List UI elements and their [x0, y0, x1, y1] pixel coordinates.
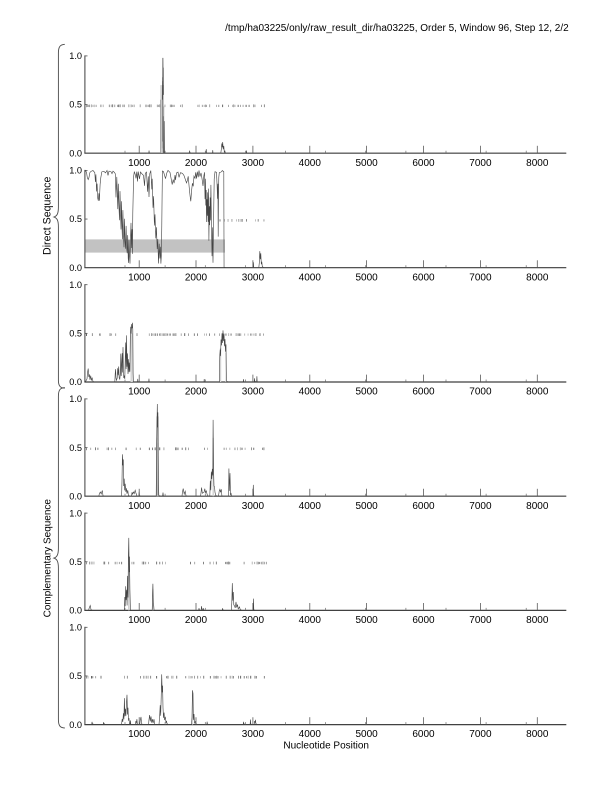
svg-text:1.0: 1.0 — [69, 166, 82, 176]
svg-text:7000: 7000 — [469, 615, 492, 626]
svg-text:4000: 4000 — [299, 729, 322, 740]
svg-text:5000: 5000 — [355, 501, 378, 512]
svg-text:6000: 6000 — [412, 501, 435, 512]
svg-text:1000: 1000 — [128, 158, 151, 169]
svg-text:Complementary Sequence: Complementary Sequence — [43, 499, 54, 618]
svg-text:0.5: 0.5 — [69, 100, 82, 110]
svg-text:7000: 7000 — [469, 272, 492, 283]
svg-text:8000: 8000 — [526, 501, 549, 512]
svg-text:4000: 4000 — [299, 158, 322, 169]
svg-text:0.5: 0.5 — [69, 329, 82, 339]
svg-text:8000: 8000 — [526, 729, 549, 740]
svg-text:0.0: 0.0 — [69, 491, 82, 501]
svg-text:2000: 2000 — [185, 158, 208, 169]
svg-text:1000: 1000 — [128, 615, 151, 626]
svg-text:5000: 5000 — [355, 272, 378, 283]
svg-text:3000: 3000 — [242, 729, 265, 740]
svg-text:1.0: 1.0 — [69, 623, 82, 633]
svg-text:8000: 8000 — [526, 158, 549, 169]
svg-text:1.0: 1.0 — [69, 51, 82, 61]
svg-text:Nucleotide Position: Nucleotide Position — [283, 741, 369, 752]
svg-text:3000: 3000 — [242, 272, 265, 283]
svg-text:0.0: 0.0 — [69, 263, 82, 273]
svg-text:6000: 6000 — [412, 272, 435, 283]
svg-text:4000: 4000 — [299, 615, 322, 626]
svg-text:1000: 1000 — [128, 387, 151, 398]
svg-text:4000: 4000 — [299, 272, 322, 283]
svg-text:7000: 7000 — [469, 158, 492, 169]
svg-text:8000: 8000 — [526, 272, 549, 283]
svg-text:1.0: 1.0 — [69, 280, 82, 290]
svg-text:5000: 5000 — [355, 158, 378, 169]
svg-text:4000: 4000 — [299, 501, 322, 512]
svg-text:3000: 3000 — [242, 158, 265, 169]
svg-text:Direct Sequence: Direct Sequence — [42, 177, 54, 255]
svg-text:0.5: 0.5 — [69, 214, 82, 224]
svg-text:3000: 3000 — [242, 501, 265, 512]
svg-text:0.5: 0.5 — [69, 443, 82, 453]
svg-text:6000: 6000 — [412, 158, 435, 169]
svg-text:0.0: 0.0 — [69, 720, 82, 730]
svg-text:1000: 1000 — [128, 729, 151, 740]
svg-text:2000: 2000 — [185, 387, 208, 398]
svg-text:6000: 6000 — [412, 729, 435, 740]
svg-text:2000: 2000 — [185, 501, 208, 512]
svg-text:6000: 6000 — [412, 615, 435, 626]
svg-text:0.5: 0.5 — [69, 671, 82, 681]
svg-text:7000: 7000 — [469, 501, 492, 512]
svg-text:3000: 3000 — [242, 387, 265, 398]
svg-text:/tmp/ha03225/only/raw_result_d: /tmp/ha03225/only/raw_result_dir/ha03225… — [225, 23, 569, 34]
svg-text:0.5: 0.5 — [69, 557, 82, 567]
svg-text:1.0: 1.0 — [69, 508, 82, 518]
svg-text:7000: 7000 — [469, 729, 492, 740]
svg-text:6000: 6000 — [412, 387, 435, 398]
svg-text:1.0: 1.0 — [69, 394, 82, 404]
svg-text:1000: 1000 — [128, 501, 151, 512]
svg-text:0.0: 0.0 — [69, 377, 82, 387]
svg-text:5000: 5000 — [355, 387, 378, 398]
svg-text:5000: 5000 — [355, 615, 378, 626]
svg-text:8000: 8000 — [526, 615, 549, 626]
svg-text:7000: 7000 — [469, 387, 492, 398]
svg-text:0.0: 0.0 — [69, 148, 82, 158]
svg-text:3000: 3000 — [242, 615, 265, 626]
svg-text:2000: 2000 — [185, 615, 208, 626]
svg-text:5000: 5000 — [355, 729, 378, 740]
svg-text:2000: 2000 — [185, 272, 208, 283]
svg-text:4000: 4000 — [299, 387, 322, 398]
svg-text:8000: 8000 — [526, 387, 549, 398]
svg-text:2000: 2000 — [185, 729, 208, 740]
svg-text:1000: 1000 — [128, 272, 151, 283]
svg-text:0.0: 0.0 — [69, 606, 82, 616]
